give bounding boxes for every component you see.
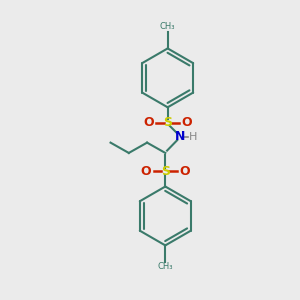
Text: CH₃: CH₃ (160, 22, 176, 31)
Text: H: H (188, 132, 197, 142)
Text: CH₃: CH₃ (158, 262, 173, 272)
Text: O: O (182, 116, 192, 129)
Text: N: N (175, 130, 185, 143)
Text: O: O (143, 116, 154, 129)
Text: S: S (161, 165, 170, 178)
Text: S: S (163, 116, 172, 129)
Text: O: O (179, 165, 190, 178)
Text: O: O (141, 165, 152, 178)
